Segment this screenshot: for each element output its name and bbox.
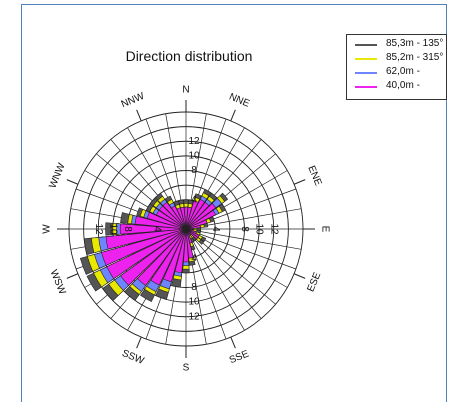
rose-bar — [136, 228, 187, 286]
radial-tick-label: 4 — [210, 226, 221, 232]
grid-spoke — [185, 228, 245, 331]
direction-tick — [230, 109, 236, 122]
grid-spoke — [185, 228, 262, 319]
direction-tick — [136, 109, 142, 122]
radial-tick-label: 12 — [188, 136, 200, 147]
radial-tick-label: 8 — [191, 165, 197, 176]
radial-tick-label: 10 — [254, 223, 265, 235]
rose-bar — [101, 228, 187, 266]
direction-tick — [66, 273, 79, 279]
rose-bar — [185, 219, 208, 230]
rose-bar — [106, 228, 187, 280]
legend-swatch — [355, 44, 377, 46]
direction-label: WNW — [48, 161, 68, 190]
radial-tick-label: 8 — [239, 226, 250, 232]
direction-label: ESE — [306, 271, 324, 294]
grid-spoke — [185, 228, 297, 270]
legend-item: 85,2m - 315° — [347, 52, 446, 65]
rose-bar — [120, 228, 187, 286]
rose-bar — [183, 228, 189, 263]
rose-bar — [119, 223, 187, 235]
radial-tick-label: 8 — [191, 282, 197, 293]
radial-tick-label: 12 — [93, 223, 104, 235]
legend: 85,3m - 135° 85,2m - 315° 62,0m - 40,0m … — [346, 34, 447, 100]
legend-label: 85,3m - 135° — [386, 38, 444, 49]
direction-label: N — [182, 85, 189, 96]
rose-bar — [162, 228, 187, 283]
rose-bar — [185, 201, 210, 230]
rose-bar — [185, 198, 206, 230]
radial-tick-label: 10 — [188, 297, 200, 308]
legend-label: 62,0m - — [386, 66, 420, 77]
direction-label: SSE — [228, 348, 251, 366]
radial-tick-label: 12 — [268, 223, 279, 235]
legend-swatch — [355, 72, 377, 74]
rose-bar — [158, 205, 187, 230]
direction-tick — [136, 336, 142, 349]
direction-label: S — [183, 363, 190, 374]
rose-bar — [185, 224, 201, 230]
direction-label: W — [42, 224, 53, 234]
direction-label: NNE — [227, 91, 251, 109]
legend-swatch — [355, 58, 377, 60]
rose-bar — [185, 228, 194, 259]
radial-tick-label: 4 — [151, 226, 162, 232]
rose-bar — [134, 215, 187, 230]
chart-frame — [21, 4, 447, 402]
radial-tick-label: 10 — [107, 223, 118, 235]
radial-tick-label: 4 — [191, 194, 197, 205]
direction-tick — [66, 179, 79, 185]
direction-tick — [230, 336, 236, 349]
rose-bar — [176, 207, 187, 230]
legend-item: 62,0m - — [347, 66, 446, 79]
direction-label: E — [320, 226, 331, 233]
rose-bar — [150, 228, 187, 286]
direction-label: SSW — [120, 348, 146, 367]
rose-bar — [105, 228, 187, 250]
legend-swatch — [355, 86, 377, 88]
direction-tick — [293, 179, 306, 185]
legend-item: 40,0m - — [347, 80, 446, 93]
rose-bar — [171, 205, 187, 230]
legend-label: 40,0m - — [386, 80, 420, 91]
grid-spoke — [185, 228, 302, 250]
radial-tick-label: 12 — [188, 311, 200, 322]
direction-label: ENE — [305, 164, 323, 188]
rose-bar — [185, 228, 199, 240]
radial-tick-label: 4 — [191, 253, 197, 264]
rose-bar — [185, 202, 217, 230]
rose-bar — [162, 201, 187, 230]
rose-bar — [155, 209, 187, 230]
direction-label: WSW — [48, 268, 68, 296]
chart-title: Direction distribution — [125, 48, 253, 64]
radial-tick-label: 8 — [122, 226, 133, 232]
direction-tick — [293, 273, 306, 279]
rose-bar — [183, 206, 189, 230]
rose-bar — [146, 211, 187, 230]
legend-item: 85,3m - 135° — [347, 38, 446, 51]
rose-bar — [185, 209, 217, 230]
legend-label: 85,2m - 315° — [386, 52, 444, 63]
rose-bar — [180, 206, 187, 230]
radial-tick-label: 10 — [188, 150, 200, 161]
direction-label: NNW — [120, 91, 147, 111]
